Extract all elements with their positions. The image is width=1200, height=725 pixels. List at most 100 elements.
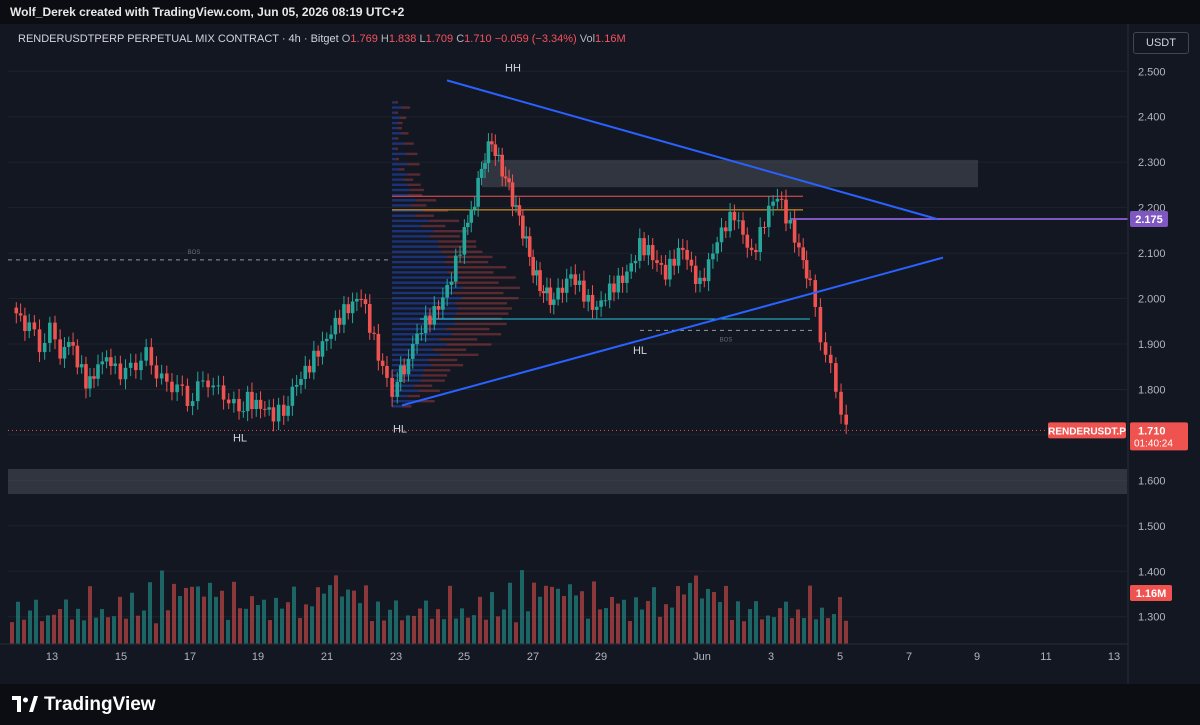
volume-bar <box>706 588 710 644</box>
volume-bar <box>496 616 500 644</box>
volume-profile-bar-down <box>454 266 507 269</box>
volume-profile-bar-down <box>403 178 414 181</box>
time-tick-label: 25 <box>458 651 470 663</box>
candle-body <box>698 277 702 284</box>
volume-profile-bar-up <box>392 204 411 207</box>
volume-profile-bar-down <box>447 271 494 274</box>
candle-body <box>706 259 711 282</box>
volume-bar <box>616 603 620 644</box>
candle-body <box>206 380 210 388</box>
volume-profile-bar-down <box>429 235 460 238</box>
time-tick-label: 29 <box>595 651 607 663</box>
currency-button[interactable]: USDT <box>1133 32 1189 54</box>
candle-body <box>32 322 37 330</box>
candle-body <box>808 278 812 281</box>
legend-open-label: O <box>341 33 351 45</box>
volume-bar <box>646 600 650 644</box>
legend-symbol: RENDERUSDTPERP PERPETUAL MIX CONTRACT · … <box>18 33 339 45</box>
volume-bar <box>484 619 488 644</box>
volume-bar <box>412 615 416 644</box>
volume-profile-bar-down <box>415 399 435 403</box>
candle-body <box>355 298 359 302</box>
volume-profile-bar-up <box>392 343 447 346</box>
candle-body <box>616 275 621 293</box>
candle-body <box>449 281 454 285</box>
candle-body <box>586 294 590 302</box>
volume-bar <box>658 616 662 644</box>
chart-svg[interactable]: HHHLHLHLBOSBOS2.5002.4002.3002.2002.1002… <box>0 24 1200 684</box>
volume-profile-bar-up <box>392 399 416 403</box>
volume-bar <box>622 599 626 644</box>
volume-bar <box>754 601 758 644</box>
volume-profile-bar-up <box>392 188 410 192</box>
volume-profile-bar-up <box>392 286 463 290</box>
candle-body <box>250 391 254 410</box>
volume-bar <box>418 608 422 644</box>
candle-body <box>663 264 668 280</box>
candle-body <box>436 306 441 310</box>
candle-body <box>681 247 685 250</box>
volume-bar <box>40 621 44 644</box>
time-tick-label: 13 <box>1108 651 1120 663</box>
candle-body <box>711 253 715 260</box>
volume-profile-bar-up <box>392 183 408 187</box>
candle-body <box>254 399 259 410</box>
volume-profile-bar-down <box>407 173 421 176</box>
volume-bar <box>160 570 164 644</box>
time-tick-label: 17 <box>184 651 196 663</box>
candle-body <box>62 346 67 359</box>
volume-profile-bar-up <box>392 327 446 331</box>
volume-bar <box>34 599 38 644</box>
chart-frame[interactable] <box>0 24 1200 684</box>
volume-profile-bar-down <box>407 163 420 166</box>
volume-profile-bar-up <box>392 281 451 284</box>
candle-body <box>71 342 75 346</box>
candle-body <box>490 141 494 145</box>
volume-bar <box>298 618 302 644</box>
candle-body <box>556 287 560 300</box>
candle-body <box>286 405 290 416</box>
candle-body <box>419 333 424 335</box>
volume-bar <box>136 615 140 644</box>
volume-bar <box>22 619 26 644</box>
volume-bar <box>430 618 434 644</box>
candle-body <box>693 265 698 284</box>
volume-bar <box>682 594 686 644</box>
volume-bar <box>478 596 482 644</box>
candle-body <box>767 205 771 228</box>
candle-body <box>599 300 603 307</box>
volume-bar <box>124 618 128 644</box>
time-tick-label: Jun <box>693 651 711 663</box>
candle-body <box>329 334 333 339</box>
volume-bar <box>568 584 572 644</box>
candle-body <box>672 258 676 266</box>
volume-bar <box>784 601 788 644</box>
candle-body <box>839 391 843 415</box>
volume-bar <box>736 601 740 644</box>
candle-body <box>754 250 758 253</box>
volume-profile-bar-up <box>392 363 432 367</box>
volume-bar <box>256 605 260 644</box>
volume-profile-bar-down <box>441 250 483 253</box>
symbol-price-badge-text: RENDERUSDT.P <box>1048 426 1126 437</box>
candle-body <box>541 291 546 294</box>
volume-profile-bar-down <box>438 338 478 341</box>
volume-profile-bar-up <box>392 271 448 274</box>
volume-bar <box>742 621 746 644</box>
price-axis <box>1128 24 1200 684</box>
volume-bar <box>832 614 836 644</box>
volume-profile-bar-down <box>414 384 433 387</box>
candle-body <box>779 198 784 200</box>
volume-profile-bar-down <box>422 374 448 377</box>
volume-bar <box>610 596 614 644</box>
volume-bar <box>304 604 308 644</box>
legend-close: 1.710 <box>464 33 492 45</box>
candle-body <box>201 380 205 382</box>
current-price-badge <box>1130 422 1188 451</box>
volume-bar <box>130 592 134 644</box>
volume-bar <box>64 599 68 644</box>
volume-profile-bar-down <box>456 312 509 315</box>
candle-body <box>702 277 707 282</box>
candle-body <box>241 411 246 413</box>
tradingview-logo[interactable]: TradingView <box>12 694 156 716</box>
